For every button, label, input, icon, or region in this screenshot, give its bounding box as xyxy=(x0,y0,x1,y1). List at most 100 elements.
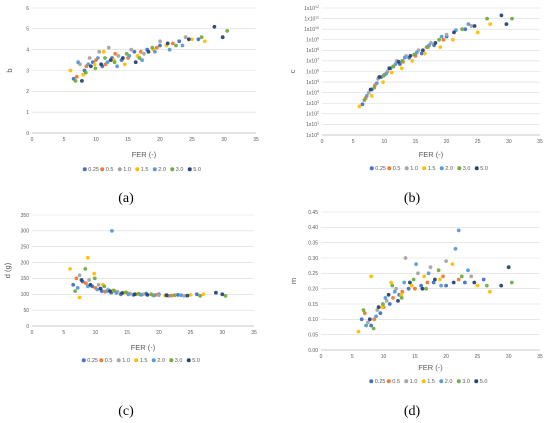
data-point-5.0 xyxy=(146,49,151,54)
data-point-3.0 xyxy=(124,51,129,56)
legend-marker xyxy=(186,358,191,363)
x-tick-label: 15 xyxy=(124,330,130,336)
data-point-0.25 xyxy=(463,27,468,32)
data-point-5.0 xyxy=(396,299,400,303)
data-point-1.5 xyxy=(356,329,361,334)
data-point-1.5 xyxy=(450,37,455,42)
data-point-1.5 xyxy=(399,292,403,297)
data-point-1.0 xyxy=(428,265,433,270)
y-tick-label: 1x108 xyxy=(306,47,319,54)
y-tick-label: 4 xyxy=(26,47,29,53)
x-tick-label: 35 xyxy=(251,330,257,336)
legend-label: 5.0 xyxy=(480,379,488,385)
data-point-2.0 xyxy=(110,229,114,233)
data-point-1.0 xyxy=(87,56,92,60)
data-point-3.0 xyxy=(509,280,514,285)
x-axis-label: FER (-) xyxy=(418,363,443,372)
data-point-5.0 xyxy=(108,58,113,62)
data-point-2.0 xyxy=(115,64,119,69)
data-point-1.5 xyxy=(77,295,82,300)
data-point-2.0 xyxy=(75,286,80,290)
data-point-2.0 xyxy=(140,58,145,62)
x-tick-label: 35 xyxy=(537,354,543,360)
data-point-1.5 xyxy=(369,94,374,98)
data-point-3.0 xyxy=(399,296,404,300)
legend-marker xyxy=(369,166,374,171)
data-point-5.0 xyxy=(367,317,372,322)
data-point-5.0 xyxy=(99,62,103,67)
legend-label: 3.0 xyxy=(462,379,470,385)
data-point-1.5 xyxy=(85,255,90,260)
panel-d: (d) 0.00 0.05 0.10 0.15 0.20 0.25 0.30 0.35 0.40… xyxy=(289,210,543,419)
data-point-2.0 xyxy=(439,283,443,288)
data-point-3.0 xyxy=(371,326,376,331)
data-point-1.5 xyxy=(122,62,127,67)
legend-label: 1.5 xyxy=(141,167,149,173)
panel-label-b: (b) xyxy=(404,191,421,206)
y-tick-label: 0.40 xyxy=(308,225,318,231)
y-tick-label: 1x106 xyxy=(306,68,319,75)
data-point-5.0 xyxy=(433,277,437,282)
x-tick-label: 35 xyxy=(253,137,259,143)
data-point-2.0 xyxy=(96,56,100,60)
legend-label: 5.0 xyxy=(193,167,201,173)
data-point-3.0 xyxy=(150,45,155,50)
data-point-1.5 xyxy=(380,305,385,309)
y-tick-label: 100 xyxy=(21,292,30,298)
data-point-2.0 xyxy=(86,62,91,67)
data-point-3.0 xyxy=(459,274,464,279)
y-tick-label: 3 xyxy=(26,68,29,74)
data-point-1.0 xyxy=(106,45,111,50)
data-point-1.5 xyxy=(369,274,373,279)
data-point-1.0 xyxy=(444,259,448,263)
data-point-5.0 xyxy=(472,24,477,28)
data-point-2.0 xyxy=(180,43,185,48)
data-point-3.0 xyxy=(172,293,177,298)
y-tick-label: 1x103 xyxy=(306,100,319,107)
data-point-2.0 xyxy=(364,323,368,328)
data-point-5.0 xyxy=(504,22,509,26)
y-tick-label: 6 xyxy=(26,6,29,12)
data-point-5.0 xyxy=(132,292,137,297)
data-point-1.0 xyxy=(97,49,102,54)
data-point-5.0 xyxy=(499,283,504,288)
data-point-2.0 xyxy=(153,49,157,54)
data-point-0.25 xyxy=(387,302,392,306)
y-tick-label: 0 xyxy=(26,131,29,137)
data-point-1.0 xyxy=(394,286,398,291)
data-point-3.0 xyxy=(93,66,98,71)
y-tick-label: 0.05 xyxy=(308,332,318,338)
x-tick-label: 10 xyxy=(93,137,99,143)
data-point-2.0 xyxy=(364,94,369,98)
data-point-5.0 xyxy=(121,56,125,60)
x-tick-label: 10 xyxy=(93,330,99,336)
data-point-3.0 xyxy=(174,43,178,48)
legend-marker xyxy=(187,167,192,172)
data-point-1.5 xyxy=(81,72,86,77)
legend-label: 1.5 xyxy=(140,358,148,364)
panel-label-a: (a) xyxy=(118,191,134,206)
data-point-0.5 xyxy=(391,296,395,300)
data-point-1.5 xyxy=(68,68,73,73)
data-point-2.0 xyxy=(76,60,80,65)
legend-marker xyxy=(386,379,391,384)
data-point-1.5 xyxy=(422,274,427,279)
data-point-0.5 xyxy=(74,276,79,281)
y-tick-label: 1x105 xyxy=(306,79,319,86)
legend-label: 0.25 xyxy=(375,166,386,172)
data-point-3.0 xyxy=(424,286,428,291)
data-point-3.0 xyxy=(361,308,366,312)
y-tick-label: 1x101 xyxy=(306,121,319,128)
panel-a: (a) 0 1 2 3 4 5 6 0 5 10 15 20 25 30 35 FER (-) b 0.25 0.5… xyxy=(5,6,259,206)
x-tick-label: 10 xyxy=(382,139,388,145)
legend-label: 1.0 xyxy=(410,166,418,172)
data-point-0.25 xyxy=(481,277,486,282)
legend-marker xyxy=(474,166,479,171)
legend-label: 2.0 xyxy=(445,166,453,172)
x-tick-label: 30 xyxy=(220,330,226,336)
data-point-2.0 xyxy=(392,289,397,294)
data-point-1.0 xyxy=(183,35,188,40)
data-point-2.0 xyxy=(127,54,132,58)
data-point-5.0 xyxy=(451,280,456,285)
data-point-1.5 xyxy=(201,292,206,297)
